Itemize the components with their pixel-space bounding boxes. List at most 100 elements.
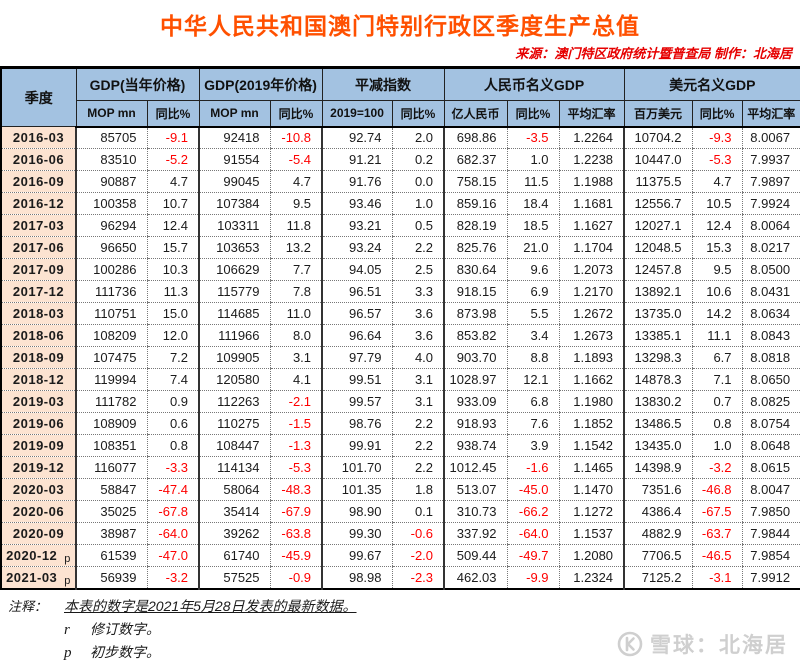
value-cell: 111966 xyxy=(198,324,271,347)
table-row: 2019-09 108351 0.8 108447 -1.3 99.91 2.2 938.74… xyxy=(1,434,800,457)
value-cell: 13435.0 xyxy=(623,434,693,457)
value-cell: 15.0 xyxy=(146,302,200,325)
value-cell: 92418 xyxy=(198,126,271,149)
value-cell: 15.3 xyxy=(691,236,743,259)
page-title: 中华人民共和国澳门特别行政区季度生产总值 xyxy=(160,13,640,39)
value-cell: 2.2 xyxy=(391,456,445,479)
value-cell: 94.05 xyxy=(321,258,393,281)
value-cell: 120580 xyxy=(198,368,271,391)
value-cell: 10.7 xyxy=(146,192,200,215)
table-row: 2021-03 p 56939 -3.2 57525 -0.9 98.98 -2.3 462.0… xyxy=(1,566,800,589)
quarter-cell: 2019-12 xyxy=(1,456,76,479)
value-cell: 91554 xyxy=(198,148,271,171)
sub-header: 同比% xyxy=(146,100,200,128)
value-cell: 0.6 xyxy=(146,412,200,435)
quarter-cell: 2019-06 xyxy=(1,412,76,435)
value-cell: 39262 xyxy=(198,522,271,545)
value-cell: 114134 xyxy=(198,456,271,479)
value-cell: 698.86 xyxy=(443,126,508,149)
value-cell: 93.24 xyxy=(321,236,393,259)
note-text-r: 修订数字。 xyxy=(90,620,160,637)
value-cell: 873.98 xyxy=(443,302,508,325)
value-cell: 918.15 xyxy=(443,280,508,303)
value-cell: -3.3 xyxy=(146,456,200,479)
value-cell: 11.0 xyxy=(269,302,323,325)
value-cell: -63.7 xyxy=(691,522,743,545)
table-row: 2017-03 96294 12.4 103311 11.8 93.21 0.5 828.19… xyxy=(1,214,800,237)
value-cell: 13486.5 xyxy=(623,412,693,435)
value-cell: 83510 xyxy=(75,148,147,171)
value-cell: 1.1542 xyxy=(558,434,625,457)
value-cell: 116077 xyxy=(75,456,147,479)
value-cell: 758.15 xyxy=(443,170,508,193)
table-row: 2018-06 108209 12.0 111966 8.0 96.64 3.6 853.82… xyxy=(1,324,800,347)
value-cell: 91.76 xyxy=(321,170,393,193)
value-cell: 119994 xyxy=(75,368,147,391)
value-cell: 38987 xyxy=(75,522,147,545)
value-cell: 8.0650 xyxy=(741,368,800,391)
value-cell: 2.0 xyxy=(391,126,445,149)
sub-header: MOP mn xyxy=(75,100,148,128)
value-cell: 99045 xyxy=(198,170,271,193)
value-cell: 103311 xyxy=(198,214,271,237)
value-cell: 14398.9 xyxy=(623,456,693,479)
group-header: GDP(当年价格) xyxy=(75,67,200,101)
value-cell: 12.0 xyxy=(146,324,200,347)
value-cell: 1028.97 xyxy=(443,368,508,391)
value-cell: 3.9 xyxy=(506,434,560,457)
value-cell: -48.3 xyxy=(269,478,323,501)
value-cell: 509.44 xyxy=(443,544,508,567)
value-cell: 853.82 xyxy=(443,324,508,347)
value-cell: 7.1 xyxy=(691,368,743,391)
value-cell: 101.35 xyxy=(321,478,393,501)
group-header: 美元名义GDP xyxy=(623,67,800,101)
value-cell: 10704.2 xyxy=(623,126,693,149)
value-cell: 6.9 xyxy=(506,280,560,303)
value-cell: 0.9 xyxy=(146,390,200,413)
value-cell: 114685 xyxy=(198,302,271,325)
value-cell: 337.92 xyxy=(443,522,508,545)
sub-header: 同比% xyxy=(269,100,323,128)
value-cell: -5.3 xyxy=(269,456,323,479)
value-cell: 108447 xyxy=(198,434,271,457)
value-cell: -46.5 xyxy=(691,544,743,567)
value-cell: 4.7 xyxy=(269,170,323,193)
value-cell: 8.0067 xyxy=(741,126,800,149)
value-cell: 108209 xyxy=(75,324,147,347)
value-cell: 7.4 xyxy=(146,368,200,391)
quarter-cell: 2017-06 xyxy=(1,236,76,259)
sub-header: MOP mn xyxy=(198,100,271,128)
value-cell: 7.7 xyxy=(269,258,323,281)
value-cell: 91.21 xyxy=(321,148,393,171)
value-cell: 6.7 xyxy=(691,346,743,369)
value-cell: 21.0 xyxy=(506,236,560,259)
value-cell: 3.4 xyxy=(506,324,560,347)
table-row: 2016-03 85705 -9.1 92418 -10.8 92.74 2.0 698.86… xyxy=(1,126,800,149)
value-cell: 108351 xyxy=(75,434,147,457)
value-cell: -67.8 xyxy=(146,500,200,523)
quarter-cell: 2018-09 xyxy=(1,346,76,369)
value-cell: -2.3 xyxy=(391,566,445,589)
value-cell: 96.51 xyxy=(321,280,393,303)
quarter-cell: 2017-09 xyxy=(1,258,76,281)
value-cell: 0.2 xyxy=(391,148,445,171)
quarter-cell: 2017-03 xyxy=(1,214,76,237)
table-row: 2020-12 p 61539 -47.0 61740 -45.9 99.67 -2.0 509… xyxy=(1,544,800,567)
value-cell: 98.90 xyxy=(321,500,393,523)
value-cell: 310.73 xyxy=(443,500,508,523)
value-cell: 1.2264 xyxy=(558,126,625,149)
value-cell: -1.3 xyxy=(269,434,323,457)
watermark-text: 雪球：北海居 xyxy=(650,634,788,657)
value-cell: 12457.8 xyxy=(623,258,693,281)
value-cell: 1.2170 xyxy=(558,280,625,303)
value-cell: 2.2 xyxy=(391,412,445,435)
value-cell: 100358 xyxy=(75,192,147,215)
value-cell: 99.57 xyxy=(321,390,393,413)
value-cell: 3.6 xyxy=(391,324,445,347)
value-cell: -67.5 xyxy=(691,500,743,523)
value-cell: 8.0648 xyxy=(741,434,800,457)
table-row: 2017-09 100286 10.3 106629 7.7 94.05 2.5 830.64… xyxy=(1,258,800,281)
value-cell: -63.8 xyxy=(269,522,323,545)
value-cell: 1.1465 xyxy=(558,456,625,479)
value-cell: -64.0 xyxy=(506,522,560,545)
